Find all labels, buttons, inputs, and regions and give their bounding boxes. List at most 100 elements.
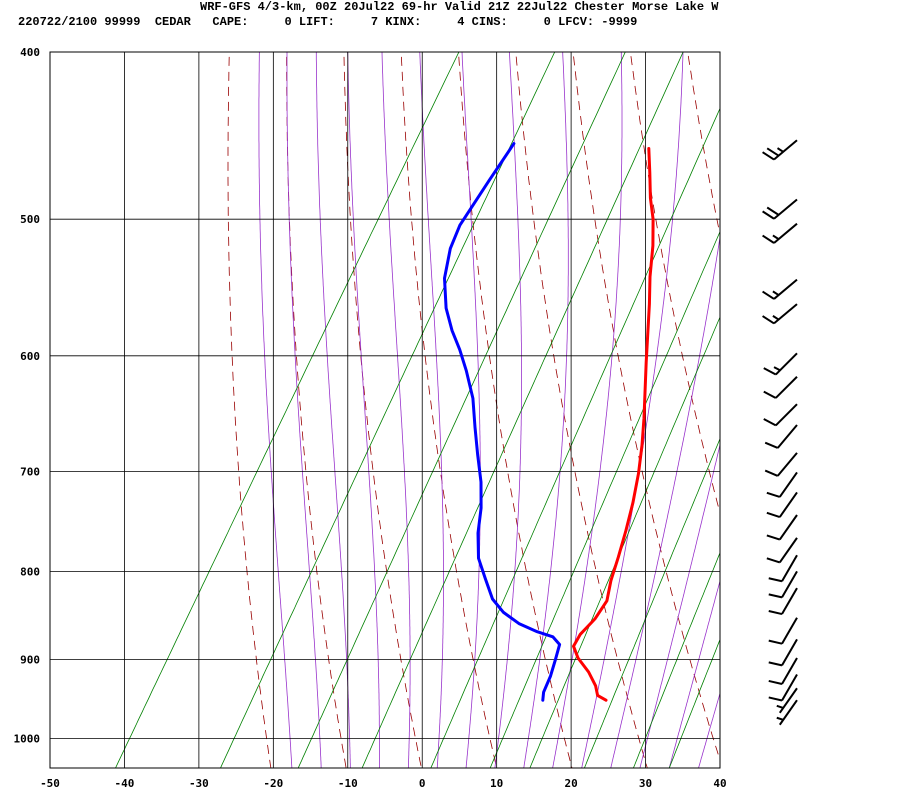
header-title-line: WRF-GFS 4/3-km, 00Z 20Jul22 69-hr Valid … [200,0,719,14]
wind-barb [763,403,798,427]
barb-feather [768,593,783,599]
barb-staff [781,570,798,598]
moist-adiabat [419,52,444,768]
barb-staff [778,471,798,498]
barb-feather [768,679,783,685]
wind-barb [762,278,798,300]
moist-adiabat [347,52,380,768]
mixing-ratio-line [220,52,556,768]
x-tick-label: 0 [419,777,426,790]
barb-feather [768,661,783,667]
wind-barb [766,471,798,498]
barb-staff [781,587,798,615]
dry-adiabat [839,0,900,782]
barb-feather [766,206,780,216]
y-tick-label: 400 [20,46,40,59]
y-tick-label: 900 [20,654,40,667]
barb-staff [781,554,798,582]
wind-barb [763,352,798,376]
wind-barbs [762,139,798,726]
barb-feather [768,577,783,583]
barb-staff [778,537,798,564]
wind-barb [768,617,798,645]
barb-staff [775,403,798,427]
moist-adiabat [494,52,522,768]
barb-staff [773,278,798,300]
dry-adiabat [515,52,648,768]
moist-adiabat [610,234,720,768]
mixing-ratio-line [361,52,684,768]
barb-feather [766,534,781,541]
wind-barb [776,687,798,714]
wind-barb [768,554,798,583]
moist-adiabat [381,52,411,768]
barb-feather [764,469,779,477]
barb-feather [763,418,777,427]
moist-adiabat [668,579,720,768]
mixing-ratio-line [115,52,460,768]
barb-feather [762,315,775,325]
mixing-ratio-line [489,230,720,768]
dry-adiabat [572,52,720,762]
dry-adiabat [227,52,272,768]
barb-half-feather [776,147,784,153]
barb-staff [778,514,798,541]
barb-feather [766,147,780,157]
y-tick-label: 1000 [14,733,41,746]
dry-adiabat [784,0,900,782]
barb-feather [762,234,775,244]
barb-staff [778,699,798,726]
moist-adiabat [552,52,623,768]
mixing-ratio-line [297,52,626,768]
wind-barb [763,376,798,399]
sounding-traces [443,142,655,702]
mixing-ratio-line [583,437,720,768]
moist-adiabat [581,52,684,768]
plot-frame [49,51,721,769]
moist-adiabat [639,442,720,768]
barb-staff [773,303,798,325]
x-tick-label: 10 [490,777,503,790]
barb-staff [773,139,798,161]
barb-staff [775,376,798,399]
x-tick-label: -10 [338,777,358,790]
moist-adiabat [258,52,293,768]
wind-barb [768,673,798,702]
x-tick-label: -30 [189,777,209,790]
x-tick-label: 20 [564,777,577,790]
barb-feather [768,610,783,616]
barb-half-feather [772,290,780,296]
barb-staff [776,452,798,477]
y-tick-label: 500 [20,213,40,226]
moist-adiabat [698,691,720,768]
barb-feather [766,491,781,498]
barb-staff [773,222,798,244]
mixing-ratio-line [430,107,720,768]
barb-feather [768,639,783,645]
wind-barb [764,452,798,477]
barb-feather [762,210,775,220]
wind-barb [762,198,798,220]
wind-barb [768,657,798,685]
barb-staff [776,424,798,449]
barb-feather [763,390,777,399]
barb-staff [778,491,798,518]
wind-barb [768,570,798,599]
mixing-ratio-line [668,638,720,768]
moist-adiabat [286,52,322,768]
sounding-header: WRF-GFS 4/3-km, 00Z 20Jul22 69-hr Valid … [0,0,900,34]
dry-adiabat [895,0,900,782]
barb-half-feather [772,315,780,321]
barb-half-feather [772,234,780,240]
x-tick-label: -20 [263,777,283,790]
dry-adiabat [458,52,573,768]
barb-staff [781,638,798,666]
barb-staff [781,673,798,701]
wind-barb [776,699,798,726]
wind-barb [764,424,798,449]
wind-barb [768,638,798,667]
y-tick-label: 700 [20,465,40,478]
mixing-ratio-line [529,316,720,768]
wind-barb [766,514,798,541]
